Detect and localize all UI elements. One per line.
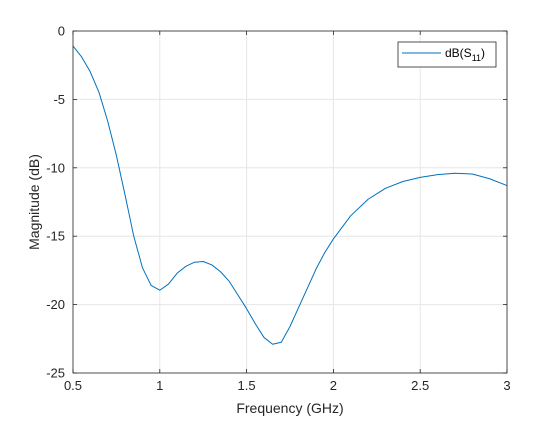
legend-label: dB(S11) (445, 46, 485, 63)
y-tick-label: -5 (53, 92, 65, 107)
series-layer (72, 45, 508, 345)
plot-frame (72, 30, 508, 374)
y-tick-label: -20 (46, 297, 65, 312)
legend-box (397, 41, 497, 68)
tick-layer: 0.5 1 1.5 2 2.5 3 -25 -20 -15 -10 -5 0 (46, 24, 510, 394)
legend-label-subscript: 11 (472, 53, 481, 63)
x-tick-label: 3 (503, 378, 510, 393)
y-tick-label: -25 (46, 366, 65, 381)
y-tick-label: -15 (46, 229, 65, 244)
x-tick-label: 1 (156, 378, 163, 393)
y-tick-label: 0 (58, 24, 65, 39)
y-axis-label: Magnitude (dB) (26, 154, 42, 250)
x-tick-label: 0.5 (64, 378, 82, 393)
x-tick-label: 1.5 (238, 378, 256, 393)
x-tick-label: 2 (330, 378, 337, 393)
y-tick-label: -10 (46, 160, 65, 175)
legend-label-suffix: ) (481, 46, 485, 60)
legend: dB(S11) (397, 41, 497, 68)
legend-label-base: dB(S (445, 46, 472, 60)
plot-background (73, 31, 507, 373)
series-line-s11 (72, 45, 508, 345)
x-axis-label: Frequency (GHz) (236, 400, 343, 416)
x-tick-label: 2.5 (411, 378, 429, 393)
